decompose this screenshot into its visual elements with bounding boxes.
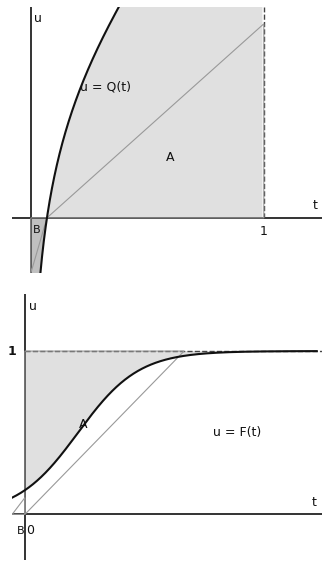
Text: u = Q(t): u = Q(t) — [80, 81, 131, 94]
Text: t: t — [312, 497, 317, 509]
Text: 1: 1 — [8, 345, 16, 358]
Text: u = F(t): u = F(t) — [213, 426, 261, 439]
Text: u: u — [29, 301, 37, 314]
Polygon shape — [47, 7, 263, 218]
Polygon shape — [31, 218, 47, 273]
Text: B: B — [17, 526, 24, 536]
Polygon shape — [25, 351, 258, 490]
Text: u: u — [34, 12, 42, 25]
Text: 0: 0 — [26, 524, 34, 537]
Text: B: B — [33, 225, 40, 235]
Text: A: A — [166, 151, 175, 164]
Text: 1: 1 — [260, 225, 268, 238]
Text: t: t — [313, 199, 317, 212]
Text: A: A — [79, 418, 88, 431]
